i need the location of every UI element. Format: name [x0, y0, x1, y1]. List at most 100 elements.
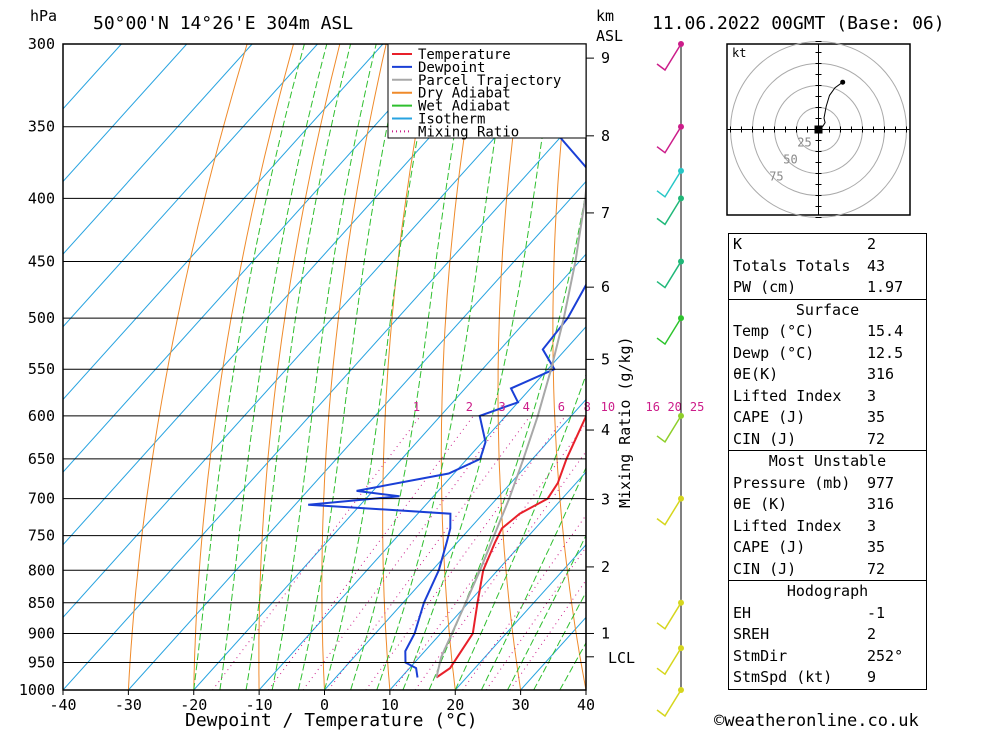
hodograph-title: Hodograph — [786, 582, 869, 600]
x-tick-label: 20 — [446, 696, 464, 714]
km-tick-label: 7 — [601, 204, 610, 222]
row-label: CIN (J) — [733, 559, 797, 578]
plot-frame — [62, 43, 587, 691]
table-row: Temp (°C) 15.4 — [729, 321, 926, 343]
mixing-ratio-label: 25 — [690, 400, 704, 414]
x-axis-label: Dewpoint / Temperature (°C) — [185, 710, 478, 731]
wet-adiabat-line — [350, 44, 471, 690]
most-unstable-table: Most Unstable Pressure (mb) 977 θE (K) 316 L… — [728, 450, 927, 580]
pressure-tick-label: 950 — [28, 653, 55, 671]
table-row: Pressure (mb) 977 — [729, 473, 926, 495]
pressure-tick-label: 850 — [28, 594, 55, 612]
x-tick-label: 40 — [577, 696, 595, 714]
table-row: θE(K) 316 — [729, 364, 926, 386]
indices-panel: K 2 Totals Totals 43 PW (cm) 1.97 Surface Tem… — [728, 233, 927, 690]
row-value: 2 — [867, 235, 877, 253]
wind-barb — [656, 261, 682, 289]
row-label: SREH — [733, 625, 770, 643]
row-value: 2 — [867, 625, 877, 643]
surface-table: Surface Temp (°C) 15.4 Dewp (°C) 12.5 θE(K) 3… — [728, 298, 927, 450]
table-row: StmSpd (kt) 9 — [729, 667, 926, 689]
pressure-tick-label: 900 — [28, 624, 55, 642]
table-row: CAPE (J) 35 — [729, 407, 926, 429]
row-value: 72 — [867, 559, 886, 578]
isotherm-line — [63, 108, 586, 690]
x-tick-label: -30 — [115, 696, 142, 714]
table-row: CIN (J) 72 — [729, 559, 926, 581]
row-label: StmSpd (kt) — [733, 668, 833, 686]
series-line-dewpoint — [308, 104, 586, 678]
row-value: 12.5 — [867, 343, 904, 362]
copyright-link[interactable]: ©weatheronline.co.uk — [714, 711, 919, 731]
row-label: Totals Totals — [733, 256, 851, 275]
pressure-tick-label: 300 — [28, 35, 55, 53]
legend-label: Mixing Ratio — [418, 124, 519, 140]
series-line-parcel-trajectory — [435, 181, 586, 678]
dry-adiabat-line — [382, 44, 433, 690]
pressure-tick-label: 400 — [28, 189, 55, 207]
dry-adiabat-line — [658, 44, 717, 690]
wind-barb — [656, 197, 682, 226]
mixing-ratio-line — [485, 546, 586, 690]
wet-adiabat-line — [533, 591, 586, 690]
row-label: θE(K) — [733, 365, 779, 383]
wind-barb — [656, 498, 682, 526]
wind-barb — [656, 415, 682, 444]
pressure-tick-label: 1000 — [19, 681, 55, 699]
x-tick-label: -20 — [180, 696, 207, 714]
legend-label: Wet Adiabat — [418, 99, 511, 115]
mixing-ratio-label: 6 — [558, 400, 565, 414]
dry-adiabat-line — [497, 44, 526, 690]
pressure-tick-label: 600 — [28, 407, 55, 425]
wind-barb — [656, 602, 682, 630]
wet-adiabat-line — [245, 44, 352, 690]
dry-adiabat-line — [193, 44, 294, 690]
row-label: Pressure (mb) — [733, 473, 851, 492]
asl-label: ASL — [596, 27, 623, 45]
legend-label: Parcel Trajectory — [418, 73, 561, 89]
lcl-label: LCL — [608, 649, 635, 667]
isotherm-line — [63, 44, 384, 401]
isotherm-line — [389, 471, 586, 690]
x-tick-label: 10 — [381, 696, 399, 714]
row-label: Dewp (°C) — [733, 343, 815, 362]
mixing-ratio-label: 3 — [499, 400, 506, 414]
dry-adiabat-line — [440, 44, 480, 690]
row-value: 72 — [867, 429, 886, 448]
km-tick-label: 9 — [601, 49, 610, 67]
table-row: Dewp (°C) 12.5 — [729, 343, 926, 365]
most-unstable-title: Most Unstable — [768, 452, 887, 470]
hodograph-table: Hodograph EH -1 SREH 2 StmDir 252° StmSpd (kt)… — [728, 580, 927, 690]
row-label: K — [733, 235, 743, 253]
wind-barb — [656, 126, 682, 154]
pressure-tick-label: 650 — [28, 450, 55, 468]
table-row: Totals Totals 43 — [729, 256, 926, 278]
pressure-tick-label: 350 — [28, 118, 55, 136]
pressure-tick-label: 800 — [28, 561, 55, 579]
hodograph-ring-label: 50 — [783, 152, 797, 166]
isotherm-line — [193, 253, 586, 690]
hodograph-end-dot — [840, 79, 846, 85]
x-tick-label: -10 — [246, 696, 273, 714]
row-value: 316 — [867, 495, 895, 513]
row-value: 977 — [867, 473, 895, 492]
dry-adiabat-line — [942, 44, 1000, 690]
mixing-ratio-line — [414, 450, 586, 690]
isotherm-line — [128, 180, 586, 690]
table-row: Lifted Index 3 — [729, 516, 926, 538]
hodograph-unit-label: kt — [732, 46, 746, 60]
mixing-ratio-label: 4 — [523, 400, 530, 414]
row-value: 9 — [867, 668, 877, 686]
row-label: Temp (°C) — [733, 322, 815, 340]
row-label: PW (cm) — [733, 278, 797, 296]
hodograph-ring-label: 25 — [797, 135, 811, 149]
hpa-label: hPa — [30, 7, 57, 25]
isotherm-line — [324, 398, 586, 690]
mixing-ratio-label: 1 — [413, 400, 420, 414]
dry-adiabat-line — [552, 44, 586, 690]
x-tick-label: 0 — [320, 696, 329, 714]
x-tick-label: -40 — [49, 696, 76, 714]
km-tick-label: 6 — [601, 278, 610, 296]
